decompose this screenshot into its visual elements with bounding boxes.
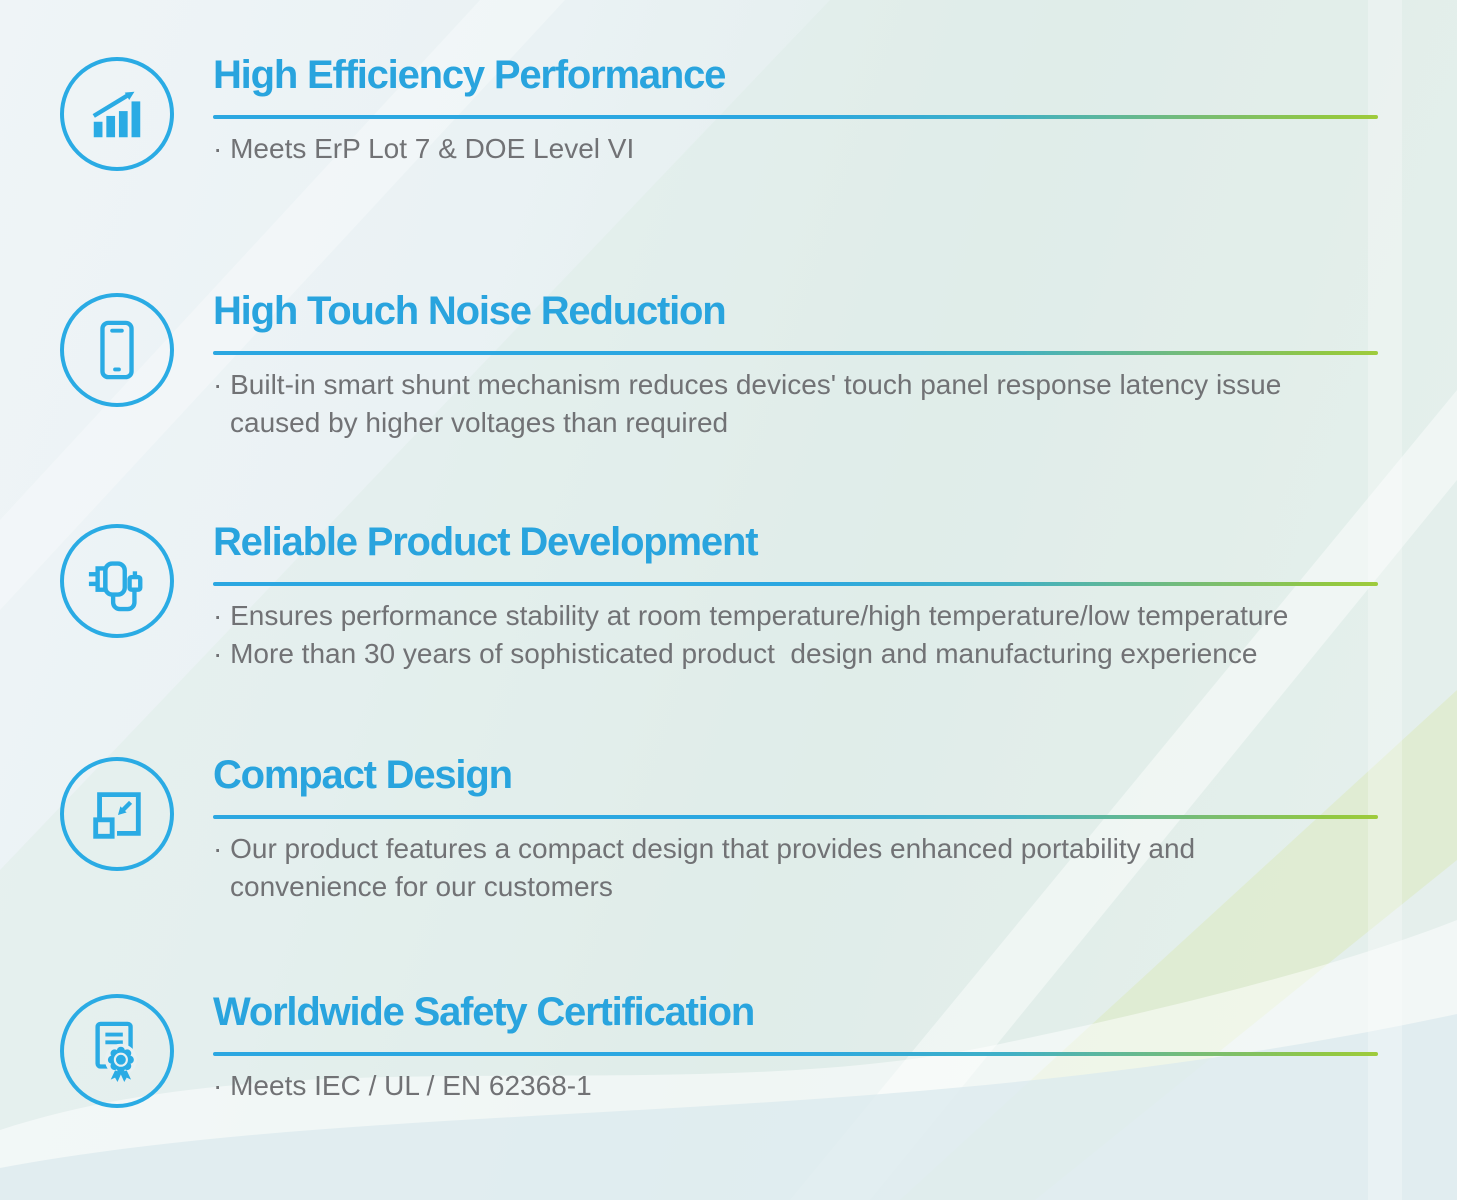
feature-description: · Built-in smart shunt mechanism reduces… <box>213 366 1378 442</box>
feature-section-touch-noise: High Touch Noise Reduction · Built-in sm… <box>0 288 1457 442</box>
feature-icon-circle <box>60 994 174 1108</box>
feature-content: Worldwide Safety Certification · Meets I… <box>213 989 1378 1105</box>
feature-content: High Efficiency Performance · Meets ErP … <box>213 52 1378 168</box>
description-line: · Meets IEC / UL / EN 62368-1 <box>213 1070 592 1101</box>
feature-icon-circle <box>60 524 174 638</box>
feature-title: High Touch Noise Reduction <box>213 289 727 333</box>
feature-icon-circle <box>60 757 174 871</box>
feature-content: High Touch Noise Reduction · Built-in sm… <box>213 288 1378 442</box>
power-adapter-icon <box>88 561 143 612</box>
feature-title: Compact Design <box>213 753 513 797</box>
feature-description: · Meets IEC / UL / EN 62368-1 <box>213 1067 1378 1105</box>
feature-section-safety-certification: Worldwide Safety Certification · Meets I… <box>0 989 1457 1108</box>
compact-resize-icon <box>93 792 141 839</box>
feature-section-reliable-development: Reliable Product Development · Ensures p… <box>0 519 1457 673</box>
feature-title: Worldwide Safety Certification <box>213 990 755 1034</box>
description-line: convenience for our customers <box>230 871 613 902</box>
feature-title: Reliable Product Development <box>213 520 759 564</box>
description-line: · Meets ErP Lot 7 & DOE Level VI <box>213 133 635 164</box>
feature-section-high-efficiency: High Efficiency Performance · Meets ErP … <box>0 52 1457 171</box>
feature-section-compact-design: Compact Design · Our product features a … <box>0 752 1457 906</box>
description-line: · More than 30 years of sophisticated pr… <box>213 638 1258 669</box>
feature-content: Reliable Product Development · Ensures p… <box>213 519 1378 673</box>
description-line: · Ensures performance stability at room … <box>213 600 1289 631</box>
feature-description: · Our product features a compact design … <box>213 830 1378 906</box>
feature-description: · Ensures performance stability at room … <box>213 597 1378 673</box>
description-line: · Built-in smart shunt mechanism reduces… <box>213 369 1282 400</box>
feature-icon-circle <box>60 293 174 407</box>
feature-content: Compact Design · Our product features a … <box>213 752 1378 906</box>
feature-icon-circle <box>60 57 174 171</box>
title-underline <box>213 582 1378 586</box>
title-underline <box>213 351 1378 355</box>
certificate-icon <box>95 1021 137 1082</box>
description-line: caused by higher voltages than required <box>230 407 729 438</box>
title-underline <box>213 115 1378 119</box>
title-underline <box>213 1052 1378 1056</box>
description-line: · Our product features a compact design … <box>213 833 1196 864</box>
growth-chart-icon <box>92 91 141 138</box>
feature-description: · Meets ErP Lot 7 & DOE Level VI <box>213 130 1378 168</box>
smartphone-icon <box>100 320 134 380</box>
title-underline <box>213 815 1378 819</box>
feature-title: High Efficiency Performance <box>213 53 726 97</box>
